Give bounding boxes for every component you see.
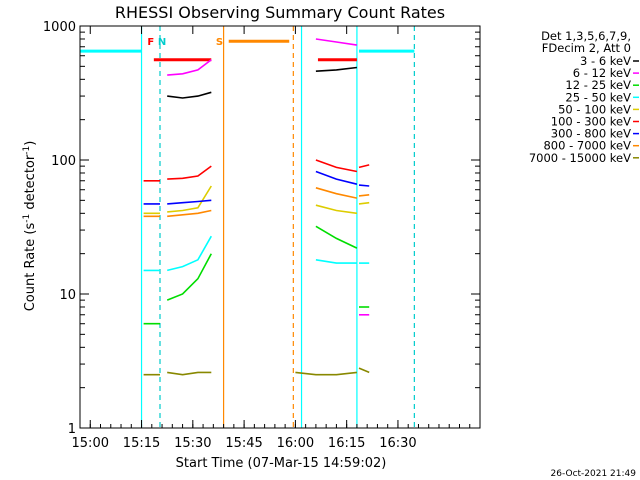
series-trace-1-0 [167,59,212,76]
series-trace-8-2 [295,371,357,376]
x-tick-label-0: 15:00 [72,436,109,451]
series-trace-4-1 [167,185,212,213]
legend-entry-5: 100 - 300 keV [551,115,631,129]
series-trace-0-1 [315,66,357,72]
y-tick-label-0: 1 [68,422,76,437]
legend: Det 1,3,5,6,7,9, FDecim 2, Att 0 3 - 6 k… [529,29,639,165]
legend-entry-7: 800 - 7000 keV [543,139,631,153]
series-trace-6-3 [358,184,370,187]
series-trace-5-2 [315,159,358,173]
legend-entry-8: 7000 - 15000 keV [529,151,631,165]
series-trace-6-1 [167,199,212,205]
x-tick-label-5: 16:15 [328,436,365,451]
x-tick-label-2: 15:30 [174,436,211,451]
y-tick-label-2: 100 [51,154,76,169]
plot-timestamp: 26-Oct-2021 21:49 [551,469,637,479]
series-trace-5-1 [167,165,212,180]
series-trace-2-2 [315,225,358,249]
flag-label-s: S [216,37,223,48]
legend-entry-1: 6 - 12 keV [573,66,631,80]
series-trace-1-1 [315,38,358,46]
flag-label-n: N [158,37,166,48]
series-trace-0-0 [167,91,212,99]
legend-entry-6: 300 - 800 keV [551,127,631,141]
series-trace-2-1 [166,253,213,301]
x-tick-label-4: 16:00 [277,436,314,451]
x-axis-label: Start Time (07-Mar-15 14:59:02) [176,456,387,471]
series-trace-3-1 [167,235,212,272]
series-trace-4-2 [315,204,358,215]
series-trace-7-3 [358,194,370,197]
legend-entry-3: 25 - 50 keV [565,90,631,104]
plot-frame [79,25,481,429]
series-trace-4-3 [358,201,370,205]
legend-entry-2: 12 - 25 keV [565,78,631,92]
series-trace-3-2 [315,259,357,264]
legend-entry-0: 3 - 6 keV [580,54,631,68]
series-trace-8-1 [167,371,212,376]
legend-header-decim: FDecim 2, Att 0 [542,41,631,55]
x-tick-label-3: 15:45 [225,436,262,451]
chart-title: RHESSI Observing Summary Count Rates [115,3,445,22]
legend-entry-4: 50 - 100 keV [558,102,631,116]
y-tick-label-3: 1000 [43,20,76,35]
series-trace-8-3 [358,367,370,374]
y-axis-label: Count Rate (s-1 detector-1) [22,141,38,312]
x-axis: 15:00 15:15 15:30 15:45 16:00 16:15 16:30 [72,26,481,451]
y-tick-label-1: 10 [59,288,76,303]
x-tick-label-1: 15:15 [123,436,160,451]
y-axis: 1 10 100 1000 [43,20,480,437]
flag-label-f: F [147,37,154,48]
legend-header-detectors: Det 1,3,5,6,7,9, [541,29,631,43]
series-trace-5-3 [358,164,370,169]
series-trace-7-1 [167,209,212,218]
series-trace-6-2 [315,170,358,185]
series-trace-7-2 [315,187,358,199]
x-tick-label-6: 16:30 [379,436,416,451]
